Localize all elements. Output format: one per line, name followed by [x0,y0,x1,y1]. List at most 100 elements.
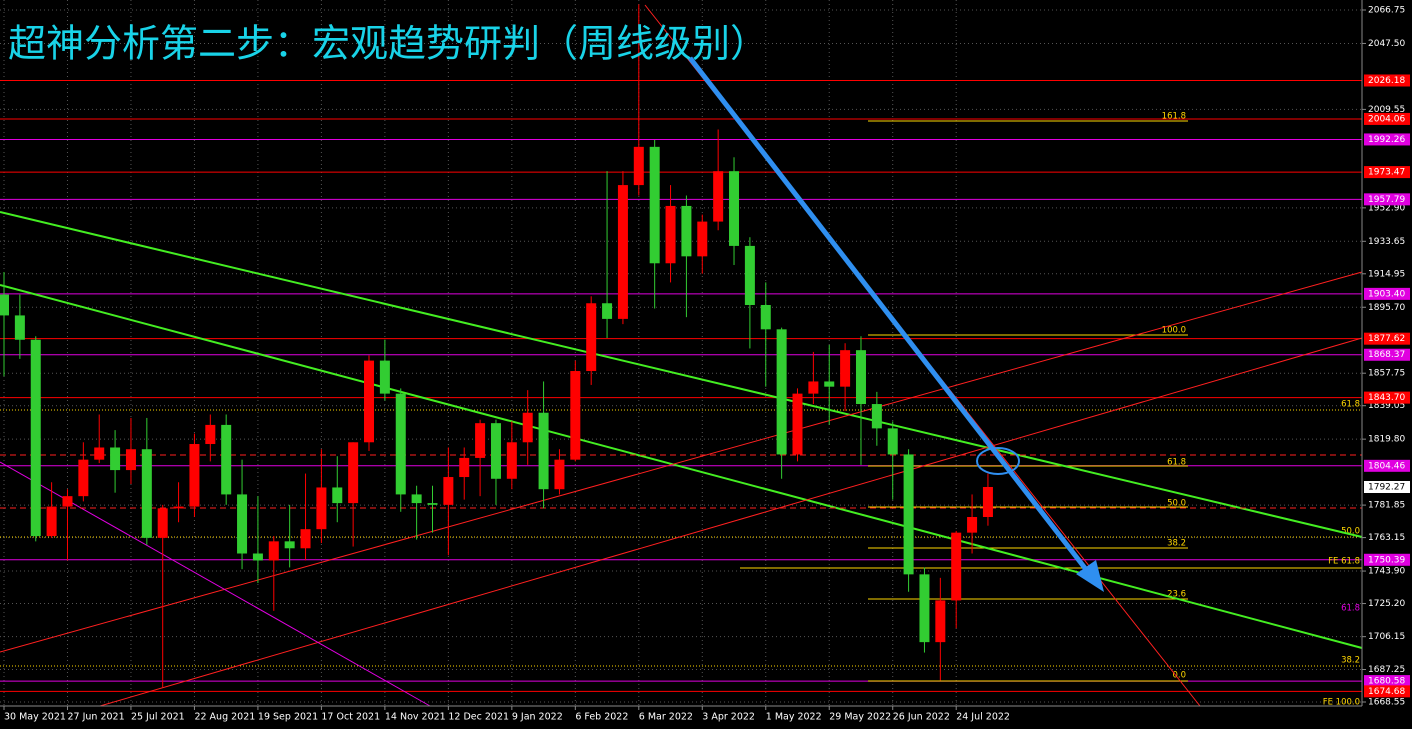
candle-body [379,360,390,394]
candle-body [506,442,517,479]
highlight-circle [976,447,1020,475]
y-tick-label: 2066.75 [1368,5,1405,15]
candle-body [951,532,962,601]
price-level-box [1364,193,1410,206]
y-tick-label: 1839.05 [1368,401,1405,411]
x-tick-label: 3 Apr 2022 [702,712,755,723]
fib-label: 38.2 [1167,539,1186,549]
candle-body [744,245,755,305]
candle-body [776,329,787,455]
y-tick-label: 1933.65 [1368,237,1405,247]
arrow [688,56,1104,592]
candle-body [554,459,565,490]
candle-body [221,424,232,495]
candle-body [157,508,168,538]
candle-body [364,360,375,443]
x-tick-label: 19 Sep 2021 [258,712,318,723]
candle-body [617,185,628,319]
y-tick-label: 1781.85 [1368,501,1405,511]
candles [0,4,993,688]
candle-body [459,457,470,478]
price-level-label: 1843.70 [1368,393,1405,403]
fib-label: 50.0 [1341,527,1360,537]
candle-body [125,449,136,471]
candle-body [189,444,200,507]
price-level-label: 1804.46 [1368,461,1405,471]
candle-body [633,146,644,186]
trendline [0,211,1363,538]
candle-body [252,553,263,561]
price-level-label: 1674.68 [1368,687,1405,697]
y-tick-label: 1725.20 [1368,599,1405,609]
price-level-box [1364,74,1410,87]
fib-labels: 161.8 100.0 61.8 50.0 38.2 23.6 0.0 61.8… [1162,112,1360,708]
candle-body [713,171,724,222]
candle-body [824,381,835,387]
candle-body [871,404,882,429]
price-level-label: 1877.62 [1368,334,1405,344]
candle-body [0,294,9,316]
fib-label: 50.0 [1167,499,1186,509]
candle-body [792,393,803,455]
candle-body [62,496,73,507]
candle-body [538,412,549,490]
price-level-box [1364,332,1410,345]
y-tick-label: 1914.95 [1368,269,1405,279]
axis: 2066.75 2047.50 2009.55 1952.90 1933.65 1914.… [3,5,1410,723]
fib-label: 61.8 [1341,604,1360,614]
candle-body [967,517,978,533]
fib-label: FE 61.8 [1328,557,1360,567]
trendline [99,337,1363,707]
x-tick-label: 30 May 2021 [4,712,66,723]
candle-body [348,442,359,504]
price-level-box [1364,112,1410,125]
candle-body [982,486,993,518]
candle-body [332,487,343,504]
candle-body [443,477,454,505]
price-level-box [1364,133,1410,146]
fib-label: FE 100.0 [1323,698,1360,708]
x-tick-label: 14 Nov 2021 [385,712,446,723]
price-level-box [1364,675,1410,688]
current-price-box [1364,480,1410,493]
candle-body [110,447,121,471]
trendline [0,271,1363,653]
x-tick-label: 26 Jun 2022 [893,712,950,723]
x-tick-label: 6 Feb 2022 [575,712,628,723]
candle-body [935,600,946,643]
price-level-box [1364,166,1410,179]
price-level-label: 1992.26 [1368,135,1405,145]
candle-body [427,503,438,505]
fib-label: 100.0 [1162,326,1186,336]
price-level-box [1364,459,1410,472]
candle-body [14,315,25,340]
x-tick-label: 29 May 2022 [829,712,891,723]
candle-body [141,449,152,538]
candle-body [522,412,533,443]
candle-body [602,303,613,319]
fib-label: 23.6 [1167,590,1186,600]
chart-title: 超神分析第二步：宏观趋势研判（周线级别） [8,22,768,66]
y-tick-label: 1668.55 [1368,698,1405,708]
price-level-label: 1973.47 [1368,168,1405,178]
candle-body [46,506,57,537]
fib-label: 161.8 [1162,112,1186,122]
price-level-label: 1680.58 [1368,677,1405,687]
trendline [0,284,1363,649]
candle-body [237,494,248,554]
y-tick-label: 1687.25 [1368,665,1405,675]
x-tick-label: 6 Mar 2022 [639,712,693,723]
x-tick-label: 17 Oct 2021 [321,712,380,723]
candle-body [903,454,914,575]
candle-body [808,381,819,394]
fib-label: 61.8 [1167,458,1186,468]
candle-body [205,424,216,445]
price-level-label: 1957.79 [1368,195,1405,205]
price-level-box [1364,287,1410,300]
y-tick-label: 1895.70 [1368,303,1405,313]
candle-body [30,339,41,537]
candle-body [268,541,279,561]
candle-body [665,205,676,264]
